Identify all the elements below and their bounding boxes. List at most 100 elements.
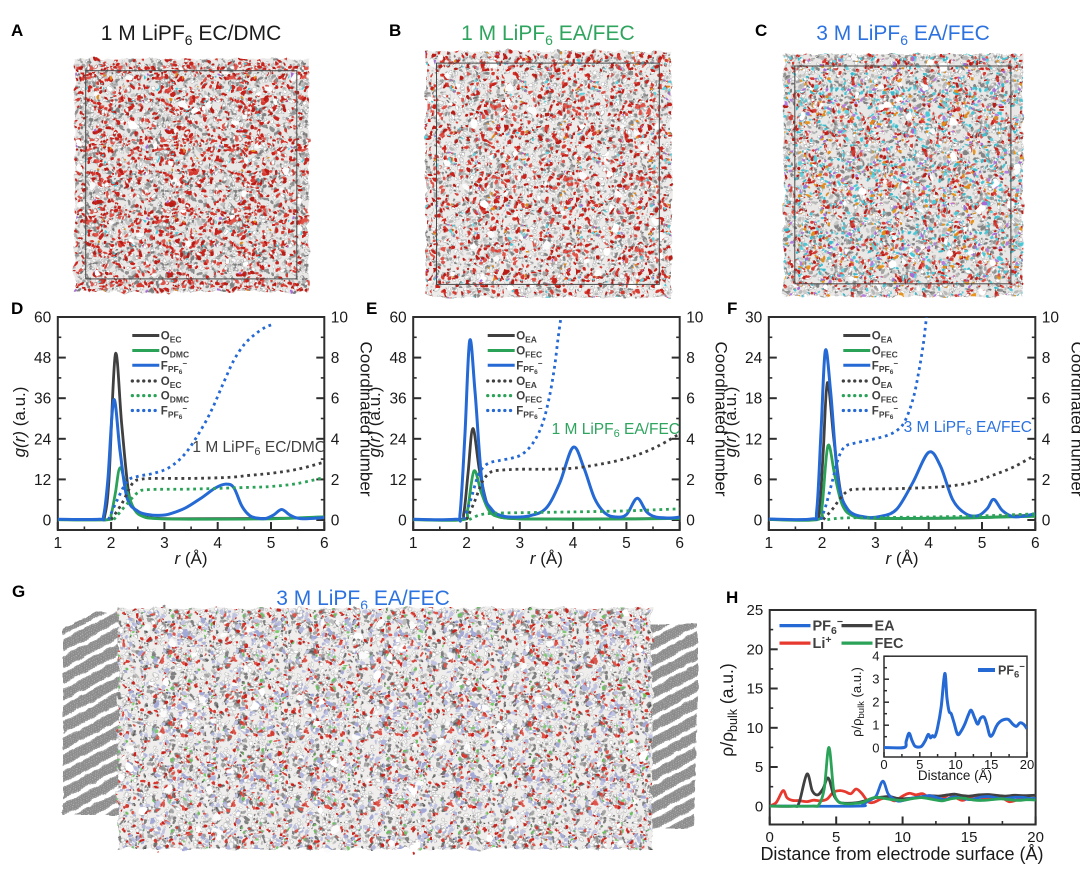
svg-text:4: 4 xyxy=(331,431,340,448)
svg-text:60: 60 xyxy=(34,310,52,327)
svg-text:6: 6 xyxy=(320,535,329,552)
svg-text:2: 2 xyxy=(1042,472,1051,489)
svg-text:ρ/ρbulk (a.u.): ρ/ρbulk (a.u.) xyxy=(849,667,867,737)
svg-text:r (Å): r (Å) xyxy=(530,549,563,568)
svg-text:4: 4 xyxy=(872,649,879,664)
svg-text:g(r) (a.u.): g(r) (a.u.) xyxy=(10,387,29,458)
svg-text:F: F xyxy=(727,299,737,318)
svg-text:10: 10 xyxy=(948,757,962,772)
svg-text:1: 1 xyxy=(764,535,773,552)
svg-text:ODMC: ODMC xyxy=(161,346,189,360)
svg-text:5: 5 xyxy=(755,759,763,776)
svg-text:OFEC: OFEC xyxy=(516,346,542,360)
svg-text:30: 30 xyxy=(745,310,763,327)
svg-text:OFEC: OFEC xyxy=(872,346,898,360)
svg-text:1 M LiPF6 EA/FEC: 1 M LiPF6 EA/FEC xyxy=(552,421,680,440)
svg-text:Coordinated number: Coordinated number xyxy=(712,342,731,497)
svg-text:OEC: OEC xyxy=(161,376,182,390)
svg-text:1: 1 xyxy=(409,535,418,552)
svg-text:20: 20 xyxy=(1020,757,1034,772)
svg-text:FEC: FEC xyxy=(875,636,905,652)
svg-text:r (Å): r (Å) xyxy=(885,549,918,568)
svg-text:15: 15 xyxy=(747,681,764,698)
svg-text:36: 36 xyxy=(34,391,51,408)
svg-text:10: 10 xyxy=(686,310,704,327)
svg-text:12: 12 xyxy=(389,472,406,489)
svg-text:5: 5 xyxy=(978,535,987,552)
svg-text:15: 15 xyxy=(961,829,978,846)
svg-text:6: 6 xyxy=(1031,535,1040,552)
svg-text:G: G xyxy=(12,582,25,601)
svg-text:0: 0 xyxy=(331,513,340,530)
svg-text:3: 3 xyxy=(515,535,524,552)
svg-text:ODMC: ODMC xyxy=(161,391,189,405)
svg-text:1 M LiPF6 EC/DMC: 1 M LiPF6 EC/DMC xyxy=(192,439,326,458)
svg-text:4: 4 xyxy=(213,535,222,552)
svg-text:g(r) (a.u.): g(r) (a.u.) xyxy=(721,387,740,458)
svg-text:0: 0 xyxy=(754,513,763,530)
svg-text:5: 5 xyxy=(267,535,276,552)
svg-text:15: 15 xyxy=(984,757,998,772)
svg-text:Distance from electrode surfac: Distance from electrode surface (Å) xyxy=(760,844,1043,864)
svg-text:20: 20 xyxy=(747,641,764,658)
svg-text:OEA: OEA xyxy=(872,331,893,345)
svg-text:H: H xyxy=(726,588,738,607)
svg-text:PF6−: PF6− xyxy=(998,662,1025,681)
svg-text:8: 8 xyxy=(1042,350,1051,367)
svg-text:3: 3 xyxy=(872,672,879,687)
svg-text:3 M LiPF6 EA/FEC: 3 M LiPF6 EA/FEC xyxy=(904,419,1032,438)
svg-text:20: 20 xyxy=(1027,829,1044,846)
svg-text:r (Å): r (Å) xyxy=(174,549,207,568)
svg-text:4: 4 xyxy=(924,535,933,552)
svg-text:1: 1 xyxy=(872,718,879,733)
svg-text:6: 6 xyxy=(331,391,340,408)
svg-text:0: 0 xyxy=(755,798,763,815)
svg-text:Coordinated number: Coordinated number xyxy=(356,342,375,497)
svg-text:6: 6 xyxy=(686,391,695,408)
svg-text:4: 4 xyxy=(1042,431,1051,448)
svg-text:2: 2 xyxy=(872,695,879,710)
svg-text:A: A xyxy=(11,21,23,40)
svg-text:Distance (Å): Distance (Å) xyxy=(918,768,992,783)
svg-text:12: 12 xyxy=(34,472,51,489)
svg-text:0: 0 xyxy=(398,513,407,530)
svg-text:0: 0 xyxy=(1042,513,1051,530)
svg-text:1: 1 xyxy=(53,535,62,552)
svg-text:36: 36 xyxy=(389,391,406,408)
svg-text:0: 0 xyxy=(880,757,887,772)
svg-text:OFEC: OFEC xyxy=(516,391,542,405)
svg-text:0: 0 xyxy=(766,829,774,846)
svg-text:18: 18 xyxy=(745,391,762,408)
svg-text:5: 5 xyxy=(622,535,631,552)
svg-text:10: 10 xyxy=(894,829,911,846)
svg-text:12: 12 xyxy=(745,431,762,448)
svg-text:C: C xyxy=(755,21,767,40)
svg-text:5: 5 xyxy=(916,757,923,772)
svg-text:3: 3 xyxy=(160,535,169,552)
svg-text:6: 6 xyxy=(675,535,684,552)
svg-text:ρ/ρbulk (a.u.): ρ/ρbulk (a.u.) xyxy=(717,663,740,756)
svg-text:24: 24 xyxy=(745,350,763,367)
svg-text:8: 8 xyxy=(686,350,695,367)
svg-text:8: 8 xyxy=(331,350,340,367)
svg-text:4: 4 xyxy=(569,535,578,552)
svg-text:OEA: OEA xyxy=(516,376,537,390)
svg-text:D: D xyxy=(11,299,23,318)
svg-text:2: 2 xyxy=(331,472,340,489)
svg-text:48: 48 xyxy=(389,350,406,367)
svg-text:24: 24 xyxy=(389,431,407,448)
svg-text:0: 0 xyxy=(872,741,879,756)
svg-text:OEC: OEC xyxy=(161,331,182,345)
svg-text:48: 48 xyxy=(34,350,51,367)
svg-text:EA: EA xyxy=(875,619,896,635)
svg-text:3: 3 xyxy=(871,535,880,552)
svg-text:4: 4 xyxy=(686,431,695,448)
svg-text:6: 6 xyxy=(1042,391,1051,408)
svg-text:g(r) (a.u.): g(r) (a.u.) xyxy=(365,387,384,458)
svg-text:0: 0 xyxy=(686,513,695,530)
svg-text:2: 2 xyxy=(686,472,695,489)
svg-text:2: 2 xyxy=(462,535,471,552)
svg-text:10: 10 xyxy=(747,720,764,737)
svg-text:10: 10 xyxy=(1042,310,1060,327)
svg-text:0: 0 xyxy=(43,513,52,530)
